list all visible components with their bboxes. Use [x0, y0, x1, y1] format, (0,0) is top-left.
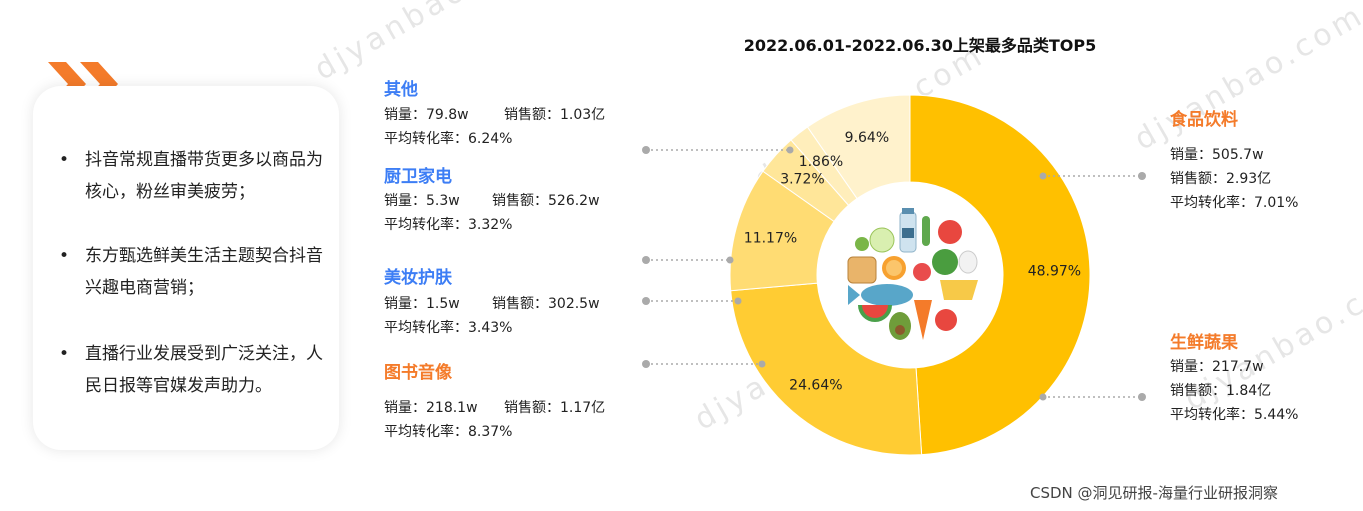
stat-sales: 销量：505.7w: [1170, 147, 1264, 163]
pie-slice-5: [806, 94, 911, 200]
bullet-item: • 抖音常规直播带货更多以商品为核心，粉丝审美疲劳；: [59, 144, 335, 208]
stat-conversion: 平均转化率：3.43%: [384, 320, 513, 336]
slice-label-0: 48.97%: [1028, 263, 1081, 279]
category-title-appliance: 厨卫家电: [384, 167, 452, 187]
chart-title: 2022.06.01-2022.06.30上架最多品类TOP5: [743, 36, 1097, 55]
stat-revenue: 销售额：1.84亿: [1170, 383, 1272, 399]
category-title-fresh: 生鲜蔬果: [1170, 333, 1238, 353]
stat-revenue: 销售额：526.2w: [492, 193, 600, 209]
slice-label-4: 1.86%: [799, 154, 843, 170]
slice-label-5: 9.64%: [845, 130, 889, 146]
stat-conversion: 平均转化率：6.24%: [384, 131, 513, 147]
slice-label-3: 3.72%: [780, 171, 824, 187]
fruits-vegetables-food-icon: [847, 208, 978, 340]
connector-lines: [642, 146, 1146, 401]
stat-conversion: 平均转化率：5.44%: [1170, 407, 1299, 423]
bullet-text: 直播行业发展受到广泛关注，人民日报等官媒发声助力。: [85, 344, 323, 396]
stat-sales: 销量：218.1w: [384, 400, 478, 416]
stat-revenue: 销售额：302.5w: [492, 296, 600, 312]
slice-label-1: 24.64%: [789, 378, 842, 394]
stat-sales: 销量：79.8w: [384, 107, 469, 123]
stat-sales: 销量：1.5w: [384, 296, 460, 312]
bullet-item: • 直播行业发展受到广泛关注，人民日报等官媒发声助力。: [59, 338, 335, 402]
category-title-books: 图书音像: [384, 363, 452, 383]
stat-sales: 销量：5.3w: [384, 193, 460, 209]
stat-revenue: 销售额：2.93亿: [1170, 171, 1272, 187]
stat-revenue: 销售额：1.03亿: [504, 107, 606, 123]
footer-credit: CSDN @洞见研报-海量行业研报洞察: [1030, 484, 1278, 502]
bullet-text: 东方甄选鲜美生活主题契合抖音兴趣电商营销；: [85, 246, 323, 298]
bullet-text: 抖音常规直播带货更多以商品为核心，粉丝审美疲劳；: [85, 150, 323, 202]
stat-sales: 销量：217.7w: [1170, 359, 1264, 375]
stat-revenue: 销售额：1.17亿: [504, 400, 606, 416]
category-title-food: 食品饮料: [1170, 110, 1238, 130]
stat-conversion: 平均转化率：7.01%: [1170, 195, 1299, 211]
category-title-other: 其他: [384, 80, 418, 100]
slice-label-2: 11.17%: [744, 230, 797, 246]
bullet-item: • 东方甄选鲜美生活主题契合抖音兴趣电商营销；: [59, 240, 335, 304]
category-title-beauty: 美妆护肤: [384, 268, 452, 288]
stat-conversion: 平均转化率：3.32%: [384, 217, 513, 233]
summary-card: • 抖音常规直播带货更多以商品为核心，粉丝审美疲劳； • 东方甄选鲜美生活主题契…: [33, 86, 339, 450]
stat-conversion: 平均转化率：8.37%: [384, 424, 513, 440]
